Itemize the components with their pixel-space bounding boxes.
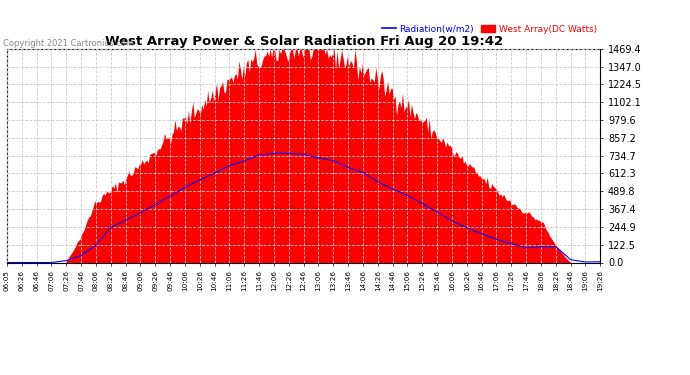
Text: Copyright 2021 Cartronics.com: Copyright 2021 Cartronics.com bbox=[3, 39, 135, 48]
Legend: Radiation(w/m2), West Array(DC Watts): Radiation(w/m2), West Array(DC Watts) bbox=[379, 21, 600, 37]
Title: West Array Power & Solar Radiation Fri Aug 20 19:42: West Array Power & Solar Radiation Fri A… bbox=[105, 34, 502, 48]
